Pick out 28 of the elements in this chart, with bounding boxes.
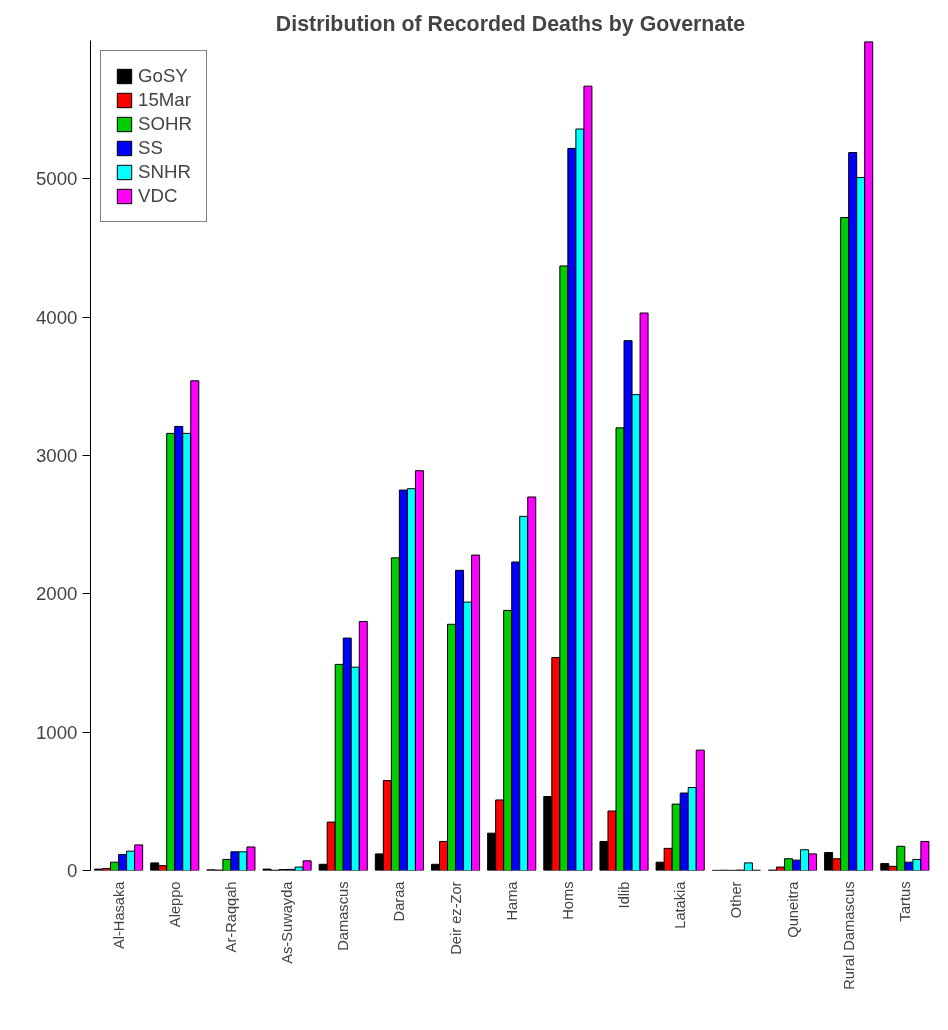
x-tick-label: Deir ez-Zor — [447, 881, 464, 955]
x-tick-label: Other — [728, 881, 745, 919]
y-tick-label: 2000 — [36, 583, 78, 605]
legend-label: GoSY — [138, 65, 188, 87]
y-tick-label: 5000 — [36, 168, 78, 190]
legend-label: SS — [138, 137, 163, 159]
x-tick-label: Ar-Raqqah — [222, 881, 239, 953]
chart-title: Distribution of Recorded Deaths by Governate — [275, 11, 746, 36]
x-tick-label: Homs — [559, 881, 576, 920]
x-tick-label: Hama — [503, 880, 520, 921]
x-tick-label: Daraa — [391, 880, 408, 922]
x-tick-label: Idlib — [616, 881, 633, 909]
x-tick-label: Aleppo — [166, 881, 183, 928]
x-tick-label: Rural Damascus — [840, 881, 857, 990]
x-tick-label: Damascus — [335, 881, 352, 951]
x-tick-label: Al-Hasaka — [110, 880, 127, 950]
x-tick-label: Tartus — [896, 881, 913, 922]
legend-label: VDC — [138, 185, 178, 207]
legend-label: 15Mar — [138, 89, 191, 111]
legend-label: SOHR — [138, 113, 192, 135]
y-tick-label: 4000 — [36, 306, 78, 328]
x-tick-label: Latakia — [672, 880, 689, 929]
legend-label: SNHR — [138, 161, 191, 183]
x-tick-label: As-Suwayda — [279, 880, 296, 964]
y-tick-label: 0 — [67, 860, 78, 881]
y-tick-label: 3000 — [36, 445, 78, 466]
x-tick-label: Quneitra — [784, 880, 801, 938]
y-tick-label: 1000 — [36, 721, 78, 743]
